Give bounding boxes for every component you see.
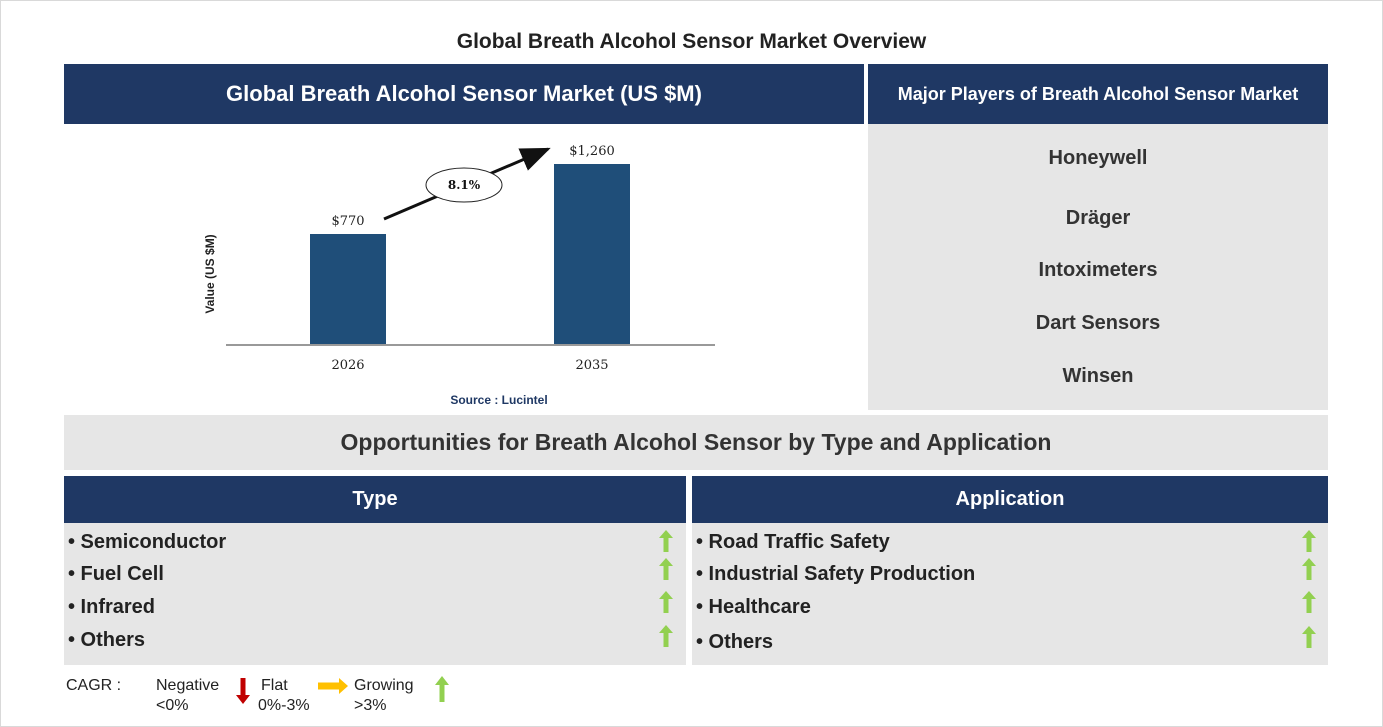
y-axis-label: Value (US $M) [203, 234, 217, 313]
player-item: Intoximeters [1038, 259, 1158, 281]
cagr-value: 8.1% [448, 178, 481, 192]
players-list: Honeywell Dräger Intoximeters Dart Senso… [868, 124, 1328, 410]
bar-2026 [310, 234, 386, 344]
legend-cagr-label: CAGR : [66, 677, 122, 694]
players-panel-header: Major Players of Breath Alcohol Sensor M… [868, 64, 1328, 124]
negative-arrow-icon [236, 678, 250, 704]
x-tick-label: 2026 [331, 358, 364, 373]
application-list: • Road Traffic Safety • Industrial Safet… [692, 523, 1328, 665]
player-item: Dräger [1065, 207, 1131, 229]
growing-arrow-icon [659, 558, 673, 580]
bar-chart: Value (US $M) 8.1% $770 2026 $1,260 2035 [203, 144, 715, 373]
application-item: • Healthcare [696, 596, 811, 618]
type-item: • Fuel Cell [68, 563, 164, 585]
growing-arrow-icon [659, 530, 673, 552]
x-tick-label: 2035 [575, 358, 608, 373]
opportunities-header: Opportunities for Breath Alcohol Sensor … [64, 415, 1328, 470]
opportunities-title: Opportunities for Breath Alcohol Sensor … [340, 429, 1052, 455]
legend-negative-range: <0% [156, 697, 189, 714]
legend-flat: Flat 0%-3% [258, 676, 310, 716]
legend-negative-label: Negative [156, 677, 220, 694]
application-column-header: Application [692, 476, 1328, 523]
legend-flat-range: 0%-3% [258, 697, 310, 714]
bar-value-label: $770 [331, 214, 364, 229]
players-panel-title: Major Players of Breath Alcohol Sensor M… [897, 83, 1299, 104]
market-chart-area: Value (US $M) 8.1% $770 2026 $1,260 2035 [64, 124, 864, 410]
application-item: • Road Traffic Safety [696, 531, 890, 553]
growing-arrow-icon [1302, 591, 1316, 613]
growing-arrow-icon [435, 676, 449, 702]
page-title: Global Breath Alcohol Sensor Market Over… [456, 30, 927, 53]
application-item: • Others [696, 631, 774, 653]
growing-arrow-icon [659, 591, 673, 613]
bar-2035 [554, 164, 630, 344]
legend-negative: Negative <0% [156, 676, 219, 716]
flat-arrow-icon [318, 678, 348, 694]
market-panel-title: Global Breath Alcohol Sensor Market (US … [226, 81, 702, 106]
player-item: Dart Sensors [1035, 312, 1161, 334]
application-item: • Industrial Safety Production [696, 563, 976, 585]
player-item: Winsen [1062, 365, 1134, 387]
legend-growing-label: Growing [354, 677, 414, 694]
application-header-label: Application [955, 488, 1065, 510]
type-list: • Semiconductor • Fuel Cell • Infrared •… [64, 523, 686, 665]
growing-arrow-icon [1302, 626, 1316, 648]
player-item: Honeywell [1048, 147, 1148, 169]
legend-growing-range: >3% [354, 697, 387, 714]
type-item: • Infrared [68, 596, 156, 618]
type-item: • Others [68, 629, 146, 651]
growing-arrow-icon [659, 625, 673, 647]
bar-value-label: $1,260 [569, 144, 615, 159]
cagr-bubble [425, 167, 503, 203]
legend-flat-label: Flat [261, 677, 288, 694]
legend-growing: Growing >3% [354, 676, 414, 716]
type-column-header: Type [64, 476, 686, 523]
chart-source: Source : Lucintel [450, 393, 548, 407]
type-item: • Semiconductor [68, 531, 227, 553]
growing-arrow-icon [1302, 530, 1316, 552]
growing-arrow-icon [1302, 558, 1316, 580]
market-panel-header: Global Breath Alcohol Sensor Market (US … [64, 64, 864, 124]
type-header-label: Type [352, 488, 398, 510]
